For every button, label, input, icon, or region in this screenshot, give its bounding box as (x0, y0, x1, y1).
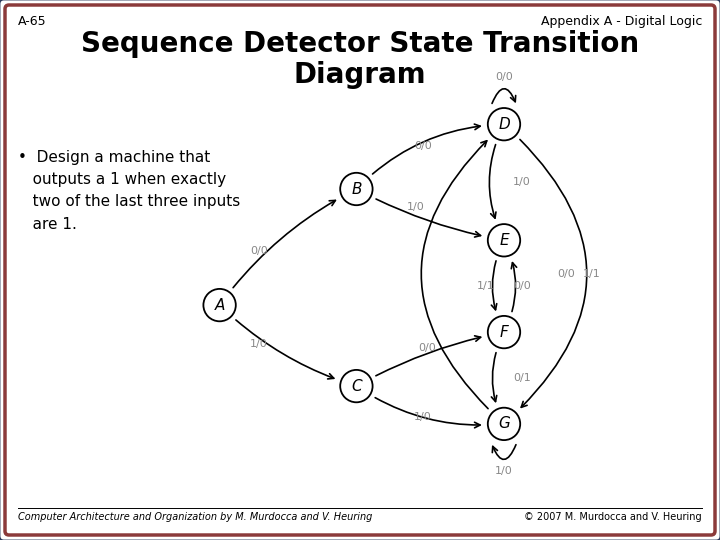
Text: Computer Architecture and Organization by M. Murdocca and V. Heuring: Computer Architecture and Organization b… (18, 512, 372, 522)
Text: •  Design a machine that
   outputs a 1 when exactly
   two of the last three in: • Design a machine that outputs a 1 when… (18, 150, 240, 232)
Text: 0/0: 0/0 (495, 72, 513, 82)
Text: 0/0: 0/0 (414, 141, 432, 151)
Text: 0/0: 0/0 (513, 281, 531, 291)
Text: © 2007 M. Murdocca and V. Heuring: © 2007 M. Murdocca and V. Heuring (524, 512, 702, 522)
Text: E: E (499, 233, 509, 248)
Text: Sequence Detector State Transition
Diagram: Sequence Detector State Transition Diagr… (81, 30, 639, 89)
Text: 1/0: 1/0 (408, 201, 425, 212)
Text: Appendix A - Digital Logic: Appendix A - Digital Logic (541, 15, 702, 28)
Text: 0/0: 0/0 (250, 246, 268, 256)
Text: A-65: A-65 (18, 15, 47, 28)
Circle shape (204, 289, 236, 321)
Circle shape (488, 316, 520, 348)
Circle shape (488, 408, 520, 440)
Text: D: D (498, 117, 510, 132)
Text: F: F (500, 325, 508, 340)
Circle shape (488, 108, 520, 140)
Text: 1/0: 1/0 (414, 412, 432, 422)
Text: 1/0: 1/0 (513, 177, 531, 187)
Text: A: A (215, 298, 225, 313)
Text: 1/1: 1/1 (477, 281, 495, 291)
Text: 0/0: 0/0 (418, 343, 436, 353)
Circle shape (340, 173, 373, 205)
Circle shape (340, 370, 373, 402)
Text: 1/1: 1/1 (583, 269, 601, 279)
Text: C: C (351, 379, 361, 394)
Text: 1/0: 1/0 (250, 339, 268, 349)
Text: 1/0: 1/0 (495, 466, 513, 476)
Text: 0/1: 0/1 (513, 373, 531, 383)
Text: G: G (498, 416, 510, 431)
Circle shape (488, 224, 520, 256)
Text: 0/0: 0/0 (557, 269, 575, 279)
Text: B: B (351, 181, 361, 197)
